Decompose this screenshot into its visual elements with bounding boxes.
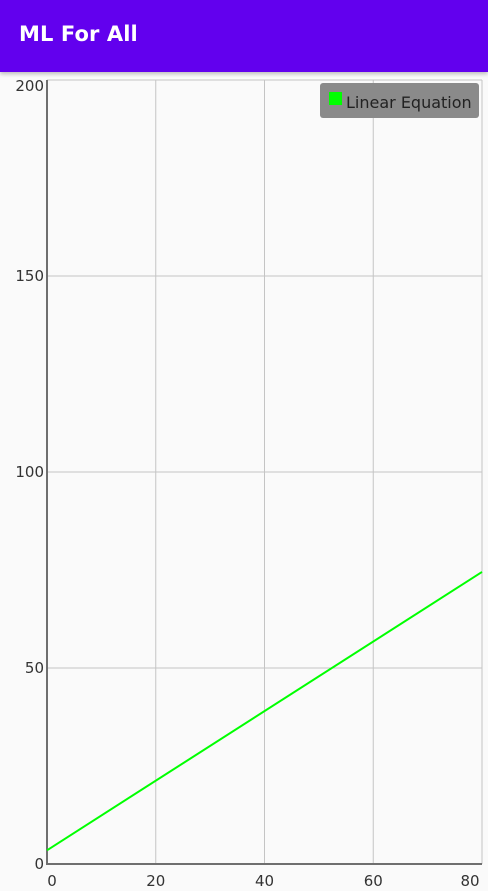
legend-box bbox=[320, 83, 479, 118]
chart-container: 0 50 100 150 200 0 20 40 60 80 Linear Equation bbox=[0, 72, 488, 891]
legend-label: Linear Equation bbox=[346, 93, 472, 112]
series-line bbox=[46, 571, 483, 852]
x-tick-label: 80 bbox=[460, 872, 479, 890]
y-tick-label: 50 bbox=[25, 659, 44, 677]
app-title: ML For All bbox=[19, 22, 138, 46]
y-tick-label: 100 bbox=[15, 463, 44, 481]
legend-swatch bbox=[329, 92, 342, 105]
x-tick-label: 60 bbox=[364, 872, 383, 890]
app-bar: ML For All bbox=[0, 0, 488, 72]
y-tick-label: 150 bbox=[15, 267, 44, 285]
line-chart[interactable]: 0 50 100 150 200 0 20 40 60 80 Linear Equation bbox=[0, 72, 488, 891]
y-tick-label: 0 bbox=[34, 855, 44, 873]
x-tick-label: 20 bbox=[146, 872, 165, 890]
y-tick-label: 200 bbox=[15, 77, 44, 95]
x-tick-label: 0 bbox=[47, 872, 57, 890]
x-tick-label: 40 bbox=[255, 872, 274, 890]
